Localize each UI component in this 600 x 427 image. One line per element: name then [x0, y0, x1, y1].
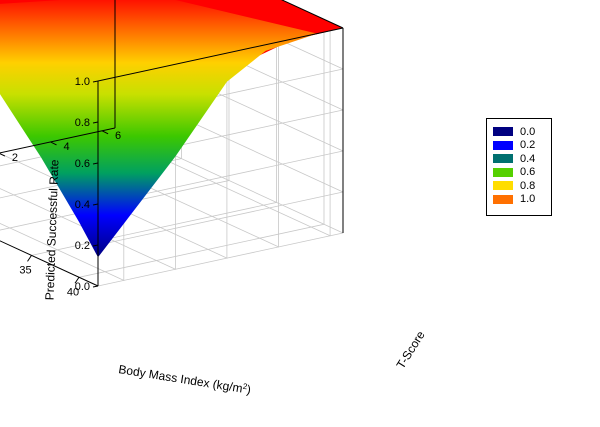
x-axis-label-close: ) [246, 382, 252, 396]
z-tick-mark [92, 80, 99, 83]
legend-swatch [493, 181, 513, 191]
legend-item: 0.2 [493, 139, 551, 153]
x-gridline-floor [31, 0, 277, 256]
z-tick-label: 1.0 [75, 76, 90, 88]
y-tick-label: 4 [63, 141, 69, 153]
legend-swatch [493, 167, 513, 177]
z-tick-mark [92, 244, 99, 247]
z-tick-label: 0.0 [75, 281, 90, 293]
z-tick-mark [92, 121, 99, 124]
legend-item: 1.0 [493, 193, 551, 207]
x-tick-label: 35 [19, 264, 31, 276]
y-tick-label: 6 [115, 130, 121, 142]
legend-label: 0.2 [520, 139, 536, 152]
z-axis-label: Predicted Successful Rate [43, 159, 62, 300]
z-gridline-left-wall [97, 191, 344, 246]
legend-label: 0.6 [520, 166, 536, 179]
legend-swatch [493, 194, 513, 204]
legend-item: 0.0 [493, 125, 551, 139]
x-axis-label-sup: 2 [242, 381, 248, 391]
z-tick-label: 0.8 [75, 117, 90, 129]
box-edge [0, 127, 116, 154]
legend-label: 0.8 [520, 179, 536, 192]
chart-axes [0, 0, 344, 287]
legend-item: 0.6 [493, 166, 551, 180]
x-tick-mark [27, 255, 32, 262]
y-tick-mark [101, 130, 109, 135]
y-tick-mark [0, 153, 6, 157]
y-tick-label: 2 [12, 152, 18, 164]
legend-swatch [493, 127, 513, 137]
y-tick-mark [50, 141, 57, 146]
x-axis-label: Body Mass Index (kg/m2) [118, 362, 252, 397]
box-edge [0, 240, 99, 287]
x-axis-label-main: Body Mass Index (kg/m [118, 362, 244, 395]
legend-item: 0.4 [493, 152, 551, 166]
box-edge [97, 27, 344, 82]
x-gridline-floor [78, 19, 325, 278]
legend-label: 1.0 [520, 193, 536, 206]
z-tick-label: 0.2 [75, 240, 90, 252]
z-tick-label: 0.6 [75, 158, 90, 170]
legend-item: 0.8 [493, 179, 551, 193]
legend: 0.0 0.2 0.4 0.6 0.8 1.0 [486, 118, 552, 216]
x-tick-label: 40 [67, 286, 79, 298]
box-edge [281, 0, 344, 29]
surface-front-gradient [0, 0, 318, 258]
y-axis-label: T-Score [394, 328, 428, 371]
legend-swatch [493, 154, 513, 164]
z-tick-mark [92, 162, 99, 165]
tick-labels: 0.00.20.40.60.81.04035302520-20246 [0, 76, 121, 298]
surface-layer [0, 0, 343, 258]
x-tick-mark [74, 276, 80, 284]
z-gridline-left-wall [97, 232, 344, 287]
legend-label: 0.0 [520, 125, 536, 138]
legend-label: 0.4 [520, 152, 536, 165]
y-gridline-floor [101, 30, 331, 237]
z-tick-label: 0.4 [75, 199, 90, 211]
legend-swatch [493, 140, 513, 150]
z-tick-mark [92, 285, 99, 288]
z-tick-mark [92, 203, 99, 206]
